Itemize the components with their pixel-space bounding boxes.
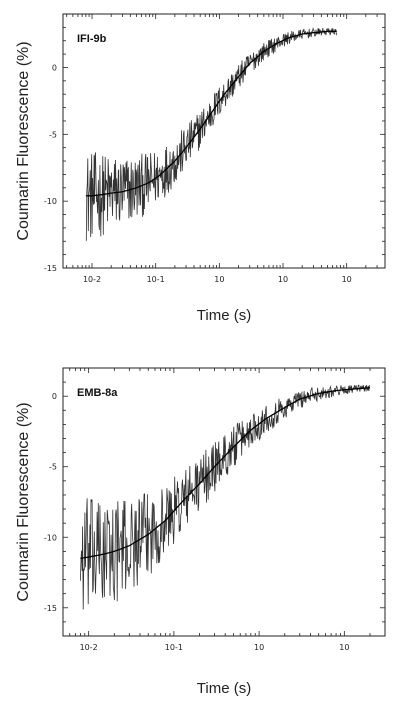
x-tick-label: 10-2 <box>80 643 98 652</box>
x-tick-label: 10 <box>339 643 349 652</box>
x-axis-label: Time (s) <box>197 680 251 697</box>
y-tick-label: -5 <box>49 130 57 139</box>
y-tick-label: -5 <box>49 463 57 472</box>
y-axis-label: Coumarin Fluorescence (%) <box>15 402 32 601</box>
y-axis-label: Coumarin Fluorescence (%) <box>15 41 32 240</box>
series-noisy-trace <box>80 384 371 610</box>
x-tick-label: 10-1 <box>147 275 165 284</box>
y-tick-label: 0 <box>52 392 57 401</box>
plot-frame <box>62 367 386 637</box>
x-tick-label: 10-2 <box>83 275 101 284</box>
y-tick-label: -15 <box>44 264 57 273</box>
x-tick-label: 10 <box>254 643 264 652</box>
y-tick-label: -10 <box>44 197 57 206</box>
panel-label: EMB-8a <box>77 387 118 399</box>
series-fit-line <box>80 387 371 560</box>
panel-label: IFI-9b <box>77 33 107 45</box>
series-fit-line <box>85 30 337 197</box>
x-tick-label: 10-1 <box>165 643 183 652</box>
x-tick-label: 10 <box>278 275 288 284</box>
y-tick-label: -10 <box>44 533 57 542</box>
y-tick-label: -15 <box>44 604 57 613</box>
series-noisy-trace <box>85 27 338 242</box>
chart-panel-1: 10-2 10-1 10 10 10 -15 -10 -5 0 IFI-9b Time (s) Cou… <box>15 13 386 324</box>
x-axis-label: Time (s) <box>197 307 251 324</box>
plot-frame <box>62 13 386 269</box>
y-tick-label: 0 <box>52 63 57 72</box>
x-tick-label: 10 <box>342 275 352 284</box>
chart-panel-2: 10-2 10-1 10 10 -15 -10 -5 0 EMB-8a Time (s) Couma… <box>15 367 386 697</box>
x-tick-label: 10 <box>214 275 224 284</box>
